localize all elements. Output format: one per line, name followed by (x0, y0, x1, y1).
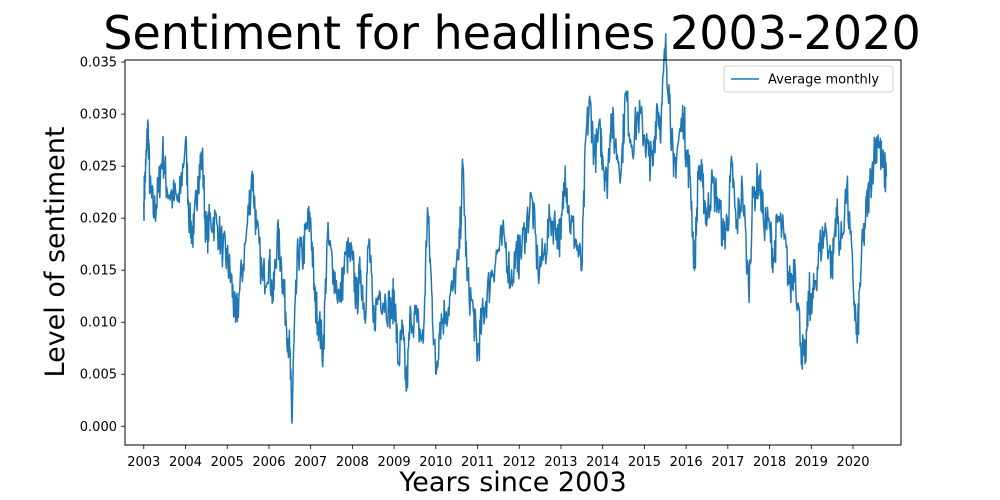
y-tick-label: 0.000 (80, 420, 117, 435)
x-tick-label: 2004 (169, 455, 202, 470)
x-tick-label: 2011 (461, 455, 494, 470)
x-tick-label: 2020 (836, 455, 869, 470)
y-axis-label: Level of sentiment (40, 126, 72, 378)
x-tick-label: 2012 (503, 455, 536, 470)
chart-title: Sentiment for headlines 2003-2020 (103, 6, 921, 60)
x-tick-label: 2003 (127, 455, 160, 470)
x-tick-label: 2005 (211, 455, 244, 470)
legend: Average monthly (723, 65, 894, 93)
y-tick-label: 0.005 (80, 368, 117, 383)
y-tick-label: 0.035 (80, 56, 117, 71)
x-tick-label: 2008 (336, 455, 369, 470)
x-tick-label: 2007 (294, 455, 327, 470)
x-tick-label: 2006 (252, 455, 285, 470)
y-tick-label: 0.015 (80, 264, 117, 279)
y-tick-label: 0.010 (80, 316, 117, 331)
y-tick-label: 0.030 (80, 108, 117, 123)
x-tick-label: 2009 (378, 455, 411, 470)
x-tick-label: 2010 (419, 455, 452, 470)
x-tick-label: 2017 (711, 455, 744, 470)
y-tick-label: 0.020 (80, 212, 117, 227)
legend-label: Average monthly (768, 73, 879, 88)
x-tick-label: 2016 (670, 455, 703, 470)
legend-box (723, 65, 894, 93)
x-axis-label: Years since 2003 (399, 467, 627, 498)
x-tick-label: 2018 (753, 455, 786, 470)
y-axis-ticks: 0.000 0.005 0.010 0.015 0.020 0.025 0.030 0.035 (80, 56, 125, 435)
series-line-0 (143, 33, 888, 424)
plot-area-frame (124, 59, 902, 446)
line-layer (143, 33, 888, 424)
x-tick-label: 2013 (544, 455, 577, 470)
x-tick-label: 2019 (795, 455, 828, 470)
x-tick-label: 2015 (628, 455, 661, 470)
x-tick-label: 2014 (586, 455, 619, 470)
y-tick-label: 0.025 (80, 160, 117, 175)
x-axis-ticks: 2003 2004 2005 2006 2007 2008 2009 2010 2011 2012… (127, 445, 870, 470)
